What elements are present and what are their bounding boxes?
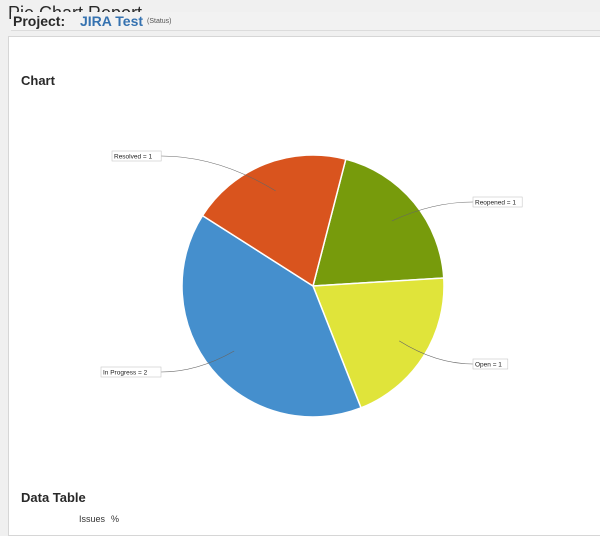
data-table-heading: Data Table bbox=[21, 490, 86, 505]
chart-heading: Chart bbox=[21, 73, 55, 88]
pie-slice-reopened bbox=[312, 158, 445, 287]
svg-text:Resolved = 1: Resolved = 1 bbox=[114, 154, 153, 161]
slice-label-reopened: Reopened = 1 bbox=[472, 196, 523, 208]
project-bar: Project: JIRA Test (Status) bbox=[11, 12, 600, 31]
leader-line-reopened bbox=[391, 201, 474, 222]
column-header-issues: Issues bbox=[79, 514, 106, 524]
statistic-type: (Status) bbox=[147, 18, 172, 25]
slice-label-in-progress: In Progress = 2 bbox=[100, 366, 162, 378]
project-label: Project: bbox=[13, 13, 66, 29]
slice-label-open: Open = 1 bbox=[472, 358, 509, 370]
svg-text:Open = 1: Open = 1 bbox=[475, 362, 502, 369]
column-header-percent: % bbox=[111, 514, 120, 524]
svg-text:In Progress = 2: In Progress = 2 bbox=[103, 370, 148, 377]
pie-slice-open bbox=[311, 277, 445, 409]
leader-line-resolved bbox=[161, 155, 276, 192]
pie-chart: Reopened = 1 Open = 1 In Progress = 2 Resol… bbox=[100, 150, 523, 418]
project-link[interactable]: JIRA Test bbox=[80, 13, 144, 29]
slice-label-resolved: Resolved = 1 bbox=[111, 150, 162, 162]
svg-text:Reopened = 1: Reopened = 1 bbox=[475, 200, 516, 207]
pie-slice-in-progress bbox=[181, 214, 362, 418]
leader-line-open bbox=[399, 340, 474, 365]
leader-line-in-progress bbox=[160, 350, 235, 373]
pie-slice-resolved bbox=[201, 154, 347, 288]
